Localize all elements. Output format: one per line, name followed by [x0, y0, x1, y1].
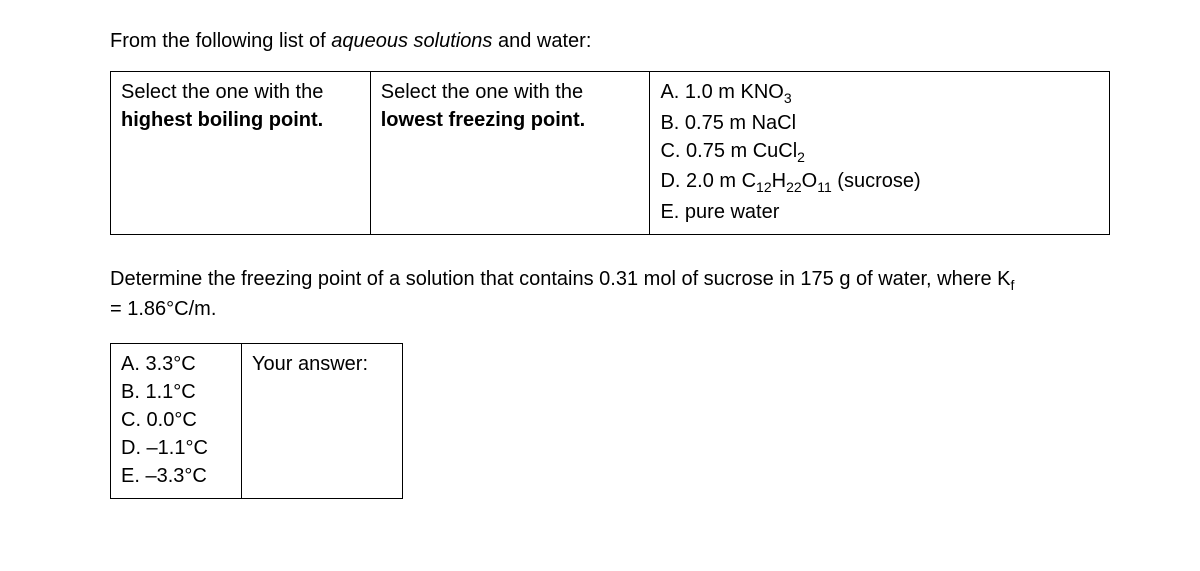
q1-col1-line2: highest boiling point.: [121, 109, 323, 131]
q1-col2-line1: Select the one with the: [381, 81, 583, 103]
q2-sub: f: [1011, 277, 1015, 293]
q1-col1-line1: Select the one with the: [121, 81, 323, 103]
intro-suffix: and water:: [492, 30, 591, 52]
q2-option-C: C. 0.0°C: [121, 406, 231, 434]
q2-option-A: A. 3.3°C: [121, 350, 231, 378]
q1-col2-line2: lowest freezing point.: [381, 109, 585, 131]
q2-option-B: B. 1.1°C: [121, 378, 231, 406]
question2-text: Determine the freezing point of a soluti…: [110, 265, 1110, 324]
q2-line1: Determine the freezing point of a soluti…: [110, 268, 1011, 290]
q2-line2: = 1.86°C/m.: [110, 298, 216, 320]
option-B: B. 0.75 m NaCl: [660, 109, 1099, 137]
option-E: E. pure water: [660, 198, 1099, 226]
q1-col3-options: A. 1.0 m KNO3 B. 0.75 m NaCl C. 0.75 m C…: [650, 72, 1110, 235]
question2-table: A. 3.3°C B. 1.1°C C. 0.0°C D. –1.1°C E. …: [110, 343, 403, 499]
option-C: C. 0.75 m CuCl2: [660, 137, 1099, 168]
intro-italic: aqueous solutions: [331, 30, 492, 52]
option-A: A. 1.0 m KNO3: [660, 78, 1099, 109]
q1-col2: Select the one with the lowest freezing …: [370, 72, 650, 235]
q2-answer-label: Your answer:: [252, 353, 368, 375]
q2-answer-cell: Your answer:: [242, 344, 403, 499]
intro-text: From the following list of aqueous solut…: [110, 30, 1110, 53]
q2-option-E: E. –3.3°C: [121, 462, 231, 490]
q2-options: A. 3.3°C B. 1.1°C C. 0.0°C D. –1.1°C E. …: [111, 344, 242, 499]
intro-prefix: From the following list of: [110, 30, 331, 52]
q1-col1: Select the one with the highest boiling …: [111, 72, 371, 235]
question1-table: Select the one with the highest boiling …: [110, 71, 1110, 235]
page-content: From the following list of aqueous solut…: [0, 0, 1200, 529]
q2-option-D: D. –1.1°C: [121, 434, 231, 462]
option-D: D. 2.0 m C12H22O11 (sucrose): [660, 167, 1099, 198]
